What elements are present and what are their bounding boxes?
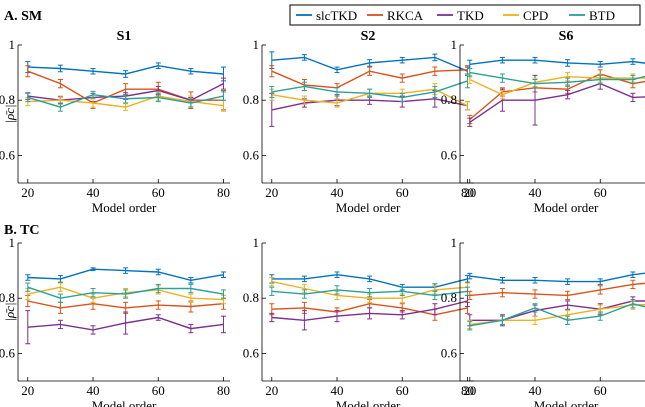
x-tick-label: 20 <box>265 383 278 398</box>
x-tick-label: 80 <box>461 185 474 200</box>
y-tick-label: 0.8 <box>0 92 15 107</box>
y-tick-label: 0.8 <box>0 290 15 305</box>
y-tick-label: 0.6 <box>441 147 458 162</box>
series-line <box>469 71 645 85</box>
y-tick-label: 1 <box>253 235 260 250</box>
y-axis-label: |ρ̄c| <box>2 104 17 123</box>
x-axis-label: Model order <box>92 200 157 215</box>
x-axis-label: Model order <box>336 398 401 407</box>
x-tick-label: 80 <box>217 185 230 200</box>
y-tick-label: 1 <box>9 235 16 250</box>
row-label-sm: A. SM <box>4 9 42 24</box>
x-tick-label: 20 <box>463 185 476 200</box>
y-tick-label: 0.8 <box>441 92 457 107</box>
chart-panel: 20 40 60 80 0.6 0.8 1 Model order |ρ̄c| <box>0 235 230 407</box>
series-line <box>469 300 645 321</box>
chart-title: S6 <box>559 29 574 44</box>
x-tick-label: 20 <box>463 383 476 398</box>
y-tick-label: 0.6 <box>0 345 16 360</box>
chart-panel: S6 20 40 60 80 0.6 0.8 1 Model order <box>441 29 645 215</box>
x-tick-label: 60 <box>152 185 165 200</box>
x-tick-label: 40 <box>331 383 344 398</box>
x-tick-label: 60 <box>594 383 607 398</box>
y-tick-label: 0.6 <box>441 345 458 360</box>
chart-title: S1 <box>117 29 132 44</box>
y-tick-label: 0.8 <box>243 290 259 305</box>
x-axis-label: Model order <box>92 398 157 407</box>
x-axis-label: Model order <box>534 200 599 215</box>
legend-box <box>289 4 641 26</box>
legend-label: RKCA <box>387 8 424 23</box>
x-tick-label: 40 <box>529 185 542 200</box>
y-tick-label: 0.6 <box>243 345 260 360</box>
chart-title: S2 <box>361 29 376 44</box>
legend-label: TKD <box>457 8 484 23</box>
x-tick-label: 40 <box>529 383 542 398</box>
legend-label: BTD <box>589 8 615 23</box>
y-tick-label: 1 <box>451 235 458 250</box>
x-tick-label: 60 <box>152 383 165 398</box>
legend: slcTKD RKCA TKD CPD BTD <box>289 4 641 26</box>
chart-panel: 20 40 60 80 0.6 0.8 1 Model order <box>243 235 474 407</box>
x-tick-label: 60 <box>396 383 409 398</box>
x-tick-label: 20 <box>21 185 34 200</box>
series-line <box>469 59 645 66</box>
x-tick-label: 80 <box>461 383 474 398</box>
x-tick-label: 60 <box>396 185 409 200</box>
panels: S1 20 40 60 80 0.6 0.8 1 Model order |ρ̄c| S2 20 40 6… <box>0 29 645 407</box>
y-tick-label: 1 <box>253 37 260 52</box>
chart-panel: S1 20 40 60 80 0.6 0.8 1 Model order |ρ̄c| <box>0 29 230 215</box>
y-tick-label: 1 <box>9 37 16 52</box>
y-axis-label: |ρ̄c| <box>2 302 17 321</box>
x-tick-label: 60 <box>594 185 607 200</box>
x-tick-label: 20 <box>265 185 278 200</box>
row-label-tc: B. TC <box>4 223 40 238</box>
chart-panel: S2 20 40 60 80 0.6 0.8 1 Model order <box>243 29 474 215</box>
series-line <box>469 282 645 297</box>
series-line <box>469 272 645 283</box>
x-tick-label: 40 <box>87 185 100 200</box>
y-tick-label: 0.6 <box>243 147 260 162</box>
x-tick-label: 40 <box>331 185 344 200</box>
legend-label: CPD <box>523 8 548 23</box>
y-tick-label: 1 <box>451 37 458 52</box>
x-tick-label: 40 <box>87 383 100 398</box>
x-axis-label: Model order <box>336 200 401 215</box>
x-tick-label: 80 <box>217 383 230 398</box>
y-tick-label: 0.8 <box>441 290 457 305</box>
y-tick-label: 0.6 <box>0 147 16 162</box>
legend-label: slcTKD <box>316 8 357 23</box>
x-tick-label: 20 <box>21 383 34 398</box>
chart-panel: 20 40 60 80 0.6 0.8 1 Model order <box>441 235 645 407</box>
x-axis-label: Model order <box>534 398 599 407</box>
y-tick-label: 0.8 <box>243 92 259 107</box>
